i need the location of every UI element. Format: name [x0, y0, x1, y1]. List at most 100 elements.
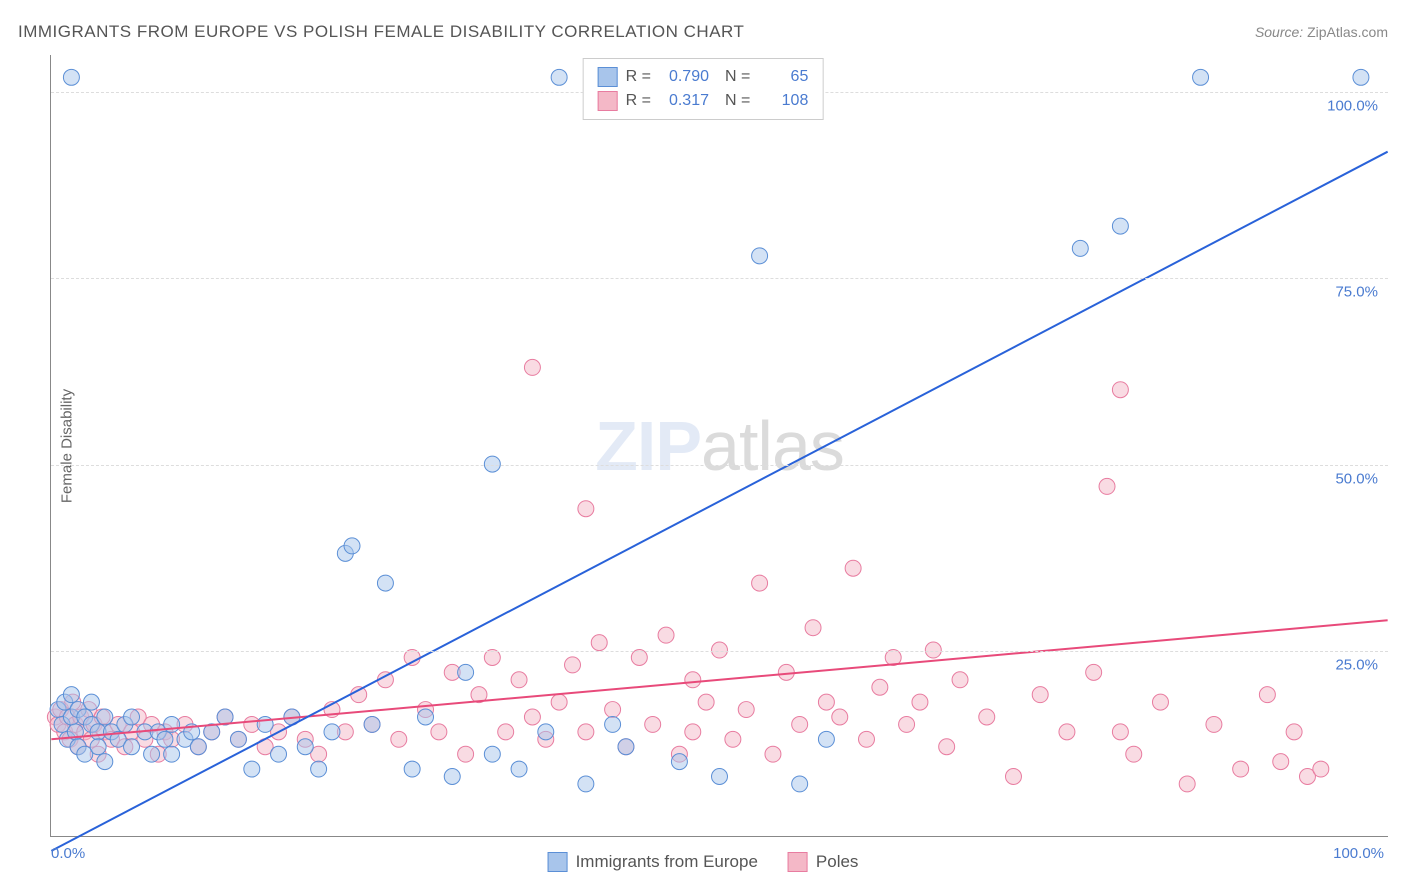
- data-point: [658, 627, 674, 643]
- data-point: [144, 746, 160, 762]
- data-point: [157, 731, 173, 747]
- legend-r-value: 0.317: [659, 92, 709, 110]
- legend-r-label: R =: [626, 92, 651, 110]
- data-point: [364, 716, 380, 732]
- legend-series-label: Poles: [816, 852, 859, 872]
- y-tick-label: 50.0%: [1335, 470, 1378, 487]
- data-point: [578, 776, 594, 792]
- source-attribution: Source: ZipAtlas.com: [1255, 24, 1388, 40]
- data-point: [738, 702, 754, 718]
- data-point: [725, 731, 741, 747]
- data-point: [391, 731, 407, 747]
- legend-correlation-row: R = 0.317 N = 108: [598, 89, 809, 113]
- data-point: [1286, 724, 1302, 740]
- source-value: ZipAtlas.com: [1307, 24, 1388, 40]
- chart-title: IMMIGRANTS FROM EUROPE VS POLISH FEMALE …: [18, 22, 744, 42]
- data-point: [124, 709, 140, 725]
- data-point: [698, 694, 714, 710]
- data-point: [1273, 754, 1289, 770]
- data-point: [230, 731, 246, 747]
- data-point: [859, 731, 875, 747]
- regression-line: [51, 152, 1387, 851]
- data-point: [671, 754, 687, 770]
- legend-swatch: [548, 852, 568, 872]
- data-point: [1193, 69, 1209, 85]
- data-point: [458, 664, 474, 680]
- data-point: [578, 724, 594, 740]
- legend-correlation: R = 0.790 N = 65 R = 0.317 N = 108: [583, 58, 824, 120]
- legend-swatch: [598, 67, 618, 87]
- data-point: [404, 761, 420, 777]
- legend-swatch: [598, 91, 618, 111]
- data-point: [765, 746, 781, 762]
- legend-series-item: Poles: [788, 852, 859, 872]
- data-point: [752, 248, 768, 264]
- data-point: [1112, 382, 1128, 398]
- source-label: Source:: [1255, 24, 1303, 40]
- legend-correlation-row: R = 0.790 N = 65: [598, 65, 809, 89]
- data-point: [444, 769, 460, 785]
- data-point: [484, 746, 500, 762]
- data-point: [311, 761, 327, 777]
- data-point: [1072, 240, 1088, 256]
- data-point: [899, 716, 915, 732]
- data-point: [818, 731, 834, 747]
- data-point: [511, 761, 527, 777]
- data-point: [538, 724, 554, 740]
- data-point: [377, 575, 393, 591]
- data-point: [1152, 694, 1168, 710]
- data-point: [792, 776, 808, 792]
- data-point: [912, 694, 928, 710]
- legend-n-label: N =: [725, 92, 750, 110]
- legend-n-value: 108: [758, 92, 808, 110]
- y-tick-label: 25.0%: [1335, 656, 1378, 673]
- data-point: [685, 724, 701, 740]
- data-point: [1005, 769, 1021, 785]
- data-point: [952, 672, 968, 688]
- data-point: [418, 709, 434, 725]
- data-point: [90, 739, 106, 755]
- data-point: [297, 739, 313, 755]
- data-point: [1259, 687, 1275, 703]
- data-point: [805, 620, 821, 636]
- data-point: [124, 739, 140, 755]
- gridline: [51, 651, 1388, 652]
- data-point: [271, 746, 287, 762]
- data-point: [164, 746, 180, 762]
- data-point: [1112, 218, 1128, 234]
- data-point: [685, 672, 701, 688]
- data-point: [1206, 716, 1222, 732]
- data-point: [845, 560, 861, 576]
- data-point: [872, 679, 888, 695]
- data-point: [618, 739, 634, 755]
- data-point: [605, 702, 621, 718]
- data-point: [511, 672, 527, 688]
- data-point: [524, 709, 540, 725]
- data-point: [1313, 761, 1329, 777]
- data-point: [752, 575, 768, 591]
- legend-r-value: 0.790: [659, 68, 709, 86]
- legend-series: Immigrants from Europe Poles: [548, 852, 859, 872]
- data-point: [1233, 761, 1249, 777]
- data-point: [498, 724, 514, 740]
- chart-svg: [51, 55, 1388, 836]
- data-point: [1179, 776, 1195, 792]
- data-point: [97, 709, 113, 725]
- legend-swatch: [788, 852, 808, 872]
- data-point: [551, 694, 567, 710]
- data-point: [1126, 746, 1142, 762]
- plot-area: ZIPatlas 25.0%50.0%75.0%100.0%0.0%100.0%: [50, 55, 1388, 837]
- y-tick-label: 100.0%: [1327, 98, 1378, 115]
- data-point: [818, 694, 834, 710]
- data-point: [324, 724, 340, 740]
- legend-series-item: Immigrants from Europe: [548, 852, 758, 872]
- legend-n-label: N =: [725, 68, 750, 86]
- legend-series-label: Immigrants from Europe: [576, 852, 758, 872]
- data-point: [578, 501, 594, 517]
- data-point: [83, 694, 99, 710]
- y-tick-label: 75.0%: [1335, 284, 1378, 301]
- data-point: [431, 724, 447, 740]
- data-point: [1353, 69, 1369, 85]
- data-point: [792, 716, 808, 732]
- x-tick-label: 0.0%: [51, 845, 85, 862]
